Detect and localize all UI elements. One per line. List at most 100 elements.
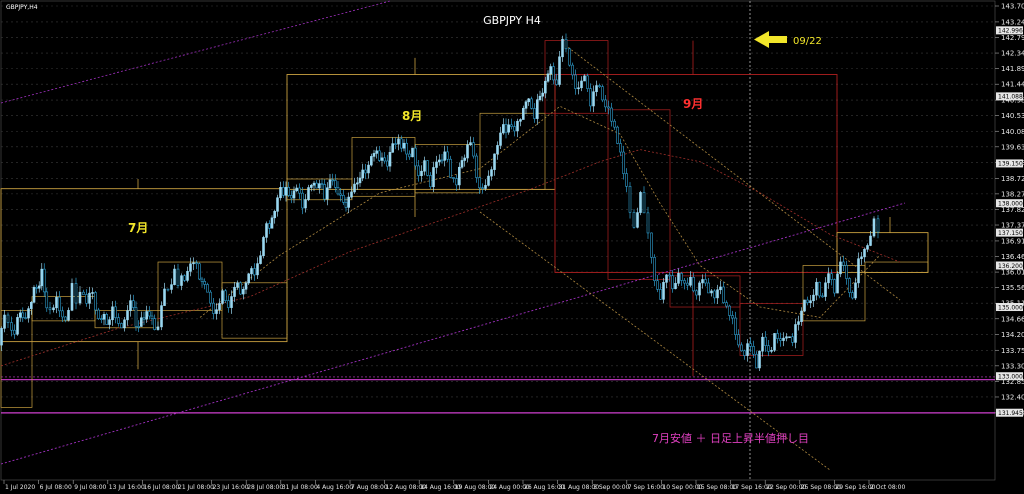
price-tick-label: 140.080 [1001,128,1024,136]
candle-body [256,263,259,276]
price-axis[interactable]: 143.700 143.240 142.790 142.340 141.890 141.4… [995,3,1024,418]
time-axis[interactable]: 1 Jul 2020 6 Jul 08:00 9 Jul 08:00 13 Jul 1… [3,480,905,491]
candle-body [866,245,869,250]
candle-body [538,95,542,100]
candle-body [746,343,749,356]
candle-body [564,38,568,50]
candle-body [230,296,233,308]
candle-body [707,282,710,294]
candle-body [156,326,160,330]
candle-body [642,192,646,214]
candle-body [429,175,432,188]
candle-body [18,312,22,318]
candle-body [622,151,625,174]
price-tick-label: 137.370 [1001,222,1024,230]
candle-body [102,314,106,320]
candle-body [761,336,764,352]
price-level-tag-label: 137.150 [998,230,1023,237]
candle-body [414,147,417,167]
candle-body [435,161,438,168]
candle-body [818,281,821,297]
candle-body [367,164,370,174]
candle-body [659,289,662,300]
candle-body [689,276,692,286]
candle-body [347,196,350,208]
time-tick-label: 25 Sep 08:00 [801,484,841,491]
price-level-tag [996,303,1023,312]
time-tick-label: 12 Aug 08:00 [386,484,427,491]
price-tick-label: 134.660 [1001,315,1024,323]
candles [0,33,880,371]
candle-body [153,318,156,330]
candle-body [440,159,444,162]
down-trend-line-lower [479,211,831,471]
candle-body [6,314,10,323]
candle-body [411,147,414,158]
candle-body [671,275,674,290]
candle-body [490,169,493,177]
candle-body [794,324,797,343]
time-tick-label: 31 Aug 08:00 [559,484,600,491]
candle-body [339,193,342,196]
candle-body [315,182,318,189]
candle-body [586,75,589,89]
candle-body [800,310,803,322]
candle-body [510,124,513,127]
candle-body [743,350,746,356]
candle-body [270,217,274,229]
candle-body [372,153,376,157]
candle-body [656,280,659,290]
price-level-tag-label: 133.000 [998,374,1023,381]
price-level-tag-label: 138.000 [998,201,1023,208]
candle-body [148,311,151,317]
candle-body [683,280,686,284]
candle-body [27,308,30,319]
price-level-tag [996,159,1023,168]
candle-body [583,75,586,82]
price-tick-label: 134.200 [1001,331,1024,339]
range-box [864,261,929,273]
candle-body [32,287,36,303]
candle-body [773,333,776,351]
candle-body [478,177,481,189]
candle-body [344,201,348,208]
candle-body [402,142,406,149]
candle-body [574,74,577,89]
candle-body [863,248,866,258]
price-tick-label: 136.460 [1001,253,1024,261]
candle-body [607,106,610,109]
candle-body [613,120,616,128]
candle-body [809,300,812,304]
candle-body [268,223,271,229]
price-level-tag [996,372,1023,381]
candle-body [533,108,536,119]
candle-body [728,305,731,316]
candle-body [331,179,334,182]
candle-body [64,316,67,321]
candle-body [549,66,552,75]
price-tick-label: 132.850 [1001,378,1024,386]
candle-body [383,157,386,162]
candle-body [394,143,397,145]
candle-body [516,120,519,132]
candle-body [298,187,301,194]
candle-body [496,145,499,155]
time-tick-label: 16 Jul 08:00 [143,484,179,491]
candle-body [212,302,215,314]
month-box-september [554,74,838,273]
candle-body [364,169,367,174]
time-tick-label: 2 Oct 08:00 [870,484,905,491]
candle-body [446,151,449,160]
candle-body [646,212,650,234]
candle-body [639,192,642,213]
candle-body [530,98,533,109]
candle-body [215,309,218,314]
candle-body [189,263,192,272]
candle-body [423,160,426,172]
price-tick-label: 140.980 [1001,97,1024,105]
candle-body [755,353,758,369]
candle-body [180,275,183,286]
price-tick-label: 143.700 [1001,3,1024,11]
candle-body [686,282,689,286]
